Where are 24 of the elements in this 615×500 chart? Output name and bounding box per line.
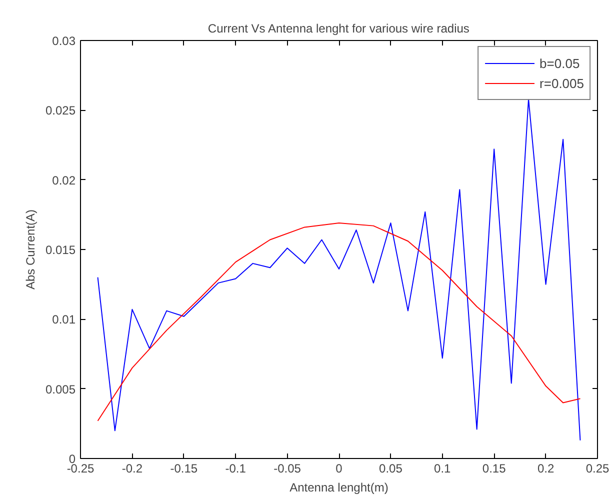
x-tick-label: 0 — [336, 462, 343, 476]
y-tick-label: 0.03 — [52, 34, 76, 48]
x-axis-title: Antenna lenght(m) — [290, 480, 388, 494]
y-tick-label: 0.01 — [52, 312, 76, 327]
x-tick-label: -0.05 — [274, 462, 302, 476]
x-tick-label: 0.2 — [537, 462, 554, 476]
y-axis-title: Abs Current(A) — [23, 209, 38, 290]
y-tick-label: 0.02 — [52, 173, 76, 188]
y-tick-label: 0.005 — [45, 382, 76, 396]
x-tick-label: 0.1 — [434, 462, 452, 476]
x-tick-label: -0.25 — [66, 462, 94, 476]
y-tick-label: 0.015 — [45, 243, 76, 257]
line-series — [97, 98, 581, 441]
x-tick-label: 0.15 — [482, 462, 506, 476]
x-tick-label: -0.1 — [225, 462, 246, 476]
line-series — [97, 222, 581, 422]
x-tick-label: -0.15 — [170, 462, 198, 476]
chart-title: Current Vs Antenna lenght for various wire radius — [208, 22, 470, 36]
legend-label: b=0.05 — [540, 56, 580, 70]
legend-label: r=0.005 — [540, 76, 584, 90]
x-tick-label: 0.05 — [379, 462, 403, 476]
x-tick-label: -0.2 — [122, 462, 143, 476]
x-tick-label: 0.25 — [586, 462, 610, 476]
y-tick-label: 0.025 — [45, 104, 76, 118]
